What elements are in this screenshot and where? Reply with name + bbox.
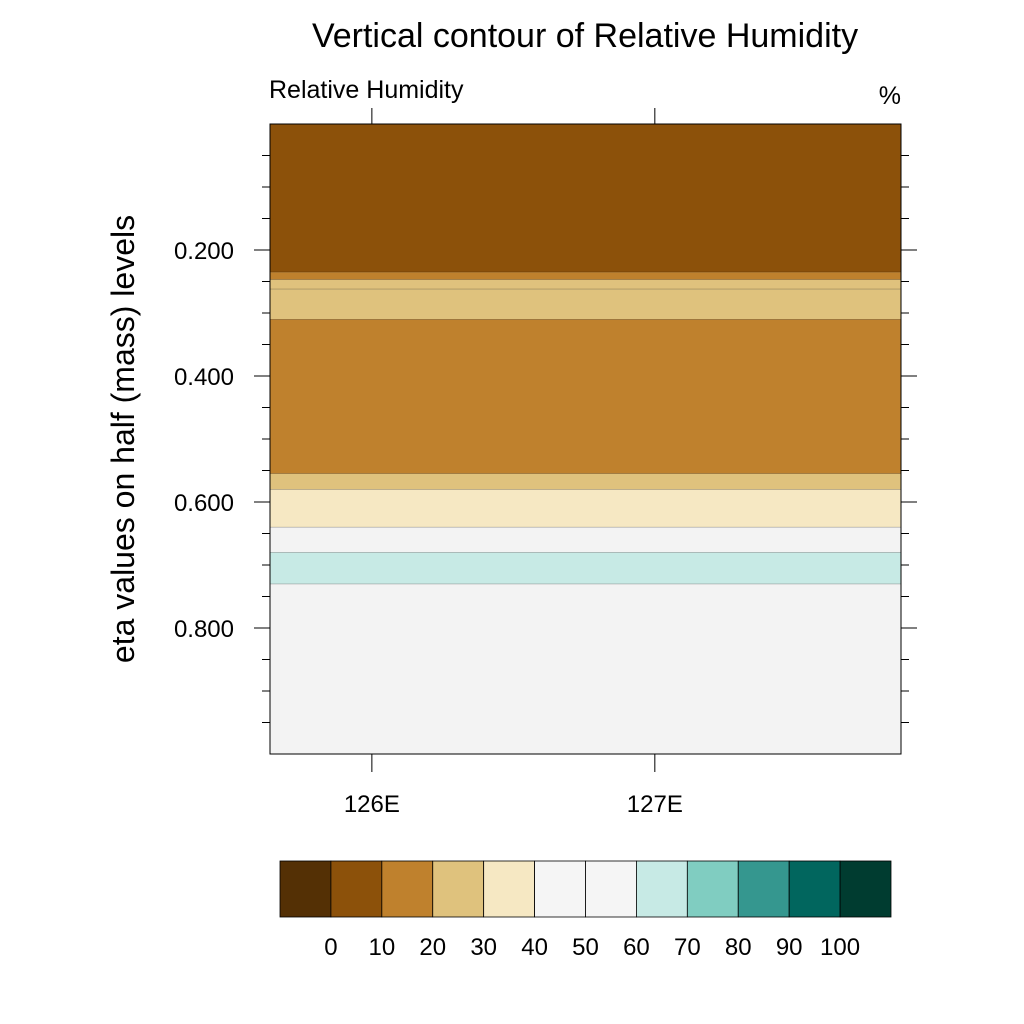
contour-band: [270, 319, 901, 474]
colorbar-box: [534, 860, 586, 918]
y-axis-label: eta values on half (mass) levels: [105, 215, 141, 663]
axis-tick-labels: 0.200 0.400 0.600 0.800 126E 127E: [174, 238, 683, 818]
contour-band: [270, 583, 901, 754]
y-tick-label: 0.600: [174, 490, 234, 517]
colorbar-box: [636, 860, 688, 918]
contour-band: [270, 289, 901, 320]
colorbar-label: 10: [368, 934, 395, 961]
colorbar-label: 20: [419, 934, 446, 961]
contour-band: [270, 124, 901, 273]
axis-ticks: [254, 108, 917, 772]
left-string-label: Relative Humidity: [269, 76, 464, 104]
colorbar-label: 80: [725, 934, 752, 961]
colorbar-box: [279, 860, 332, 918]
contour-band: [270, 473, 901, 490]
y-tick-label: 0.200: [174, 238, 234, 265]
contour-band: [270, 552, 901, 584]
contour-band: [270, 279, 901, 290]
contour-band: [270, 527, 901, 553]
colorbar-label: 70: [674, 934, 701, 961]
colorbar-box: [585, 860, 637, 918]
colorbar-box: [432, 860, 485, 918]
plot-frame: [269, 123, 902, 755]
colorbar-label: 60: [623, 934, 650, 961]
colorbar-label: 40: [521, 934, 548, 961]
colorbar-box: [839, 860, 892, 918]
colorbar: [279, 860, 892, 918]
colorbar-box: [330, 860, 383, 918]
y-tick-label: 0.800: [174, 616, 234, 643]
colorbar-label: 100: [820, 934, 860, 961]
colorbar-label: 50: [572, 934, 599, 961]
colorbar-box: [483, 860, 535, 918]
units-label: %: [879, 82, 901, 110]
contour-band: [270, 489, 901, 528]
colorbar-labels: 0 10 20 30 40 50 60 70 80 90 100: [324, 934, 860, 961]
colorbar-box: [381, 860, 434, 918]
colorbar-box: [788, 860, 841, 918]
y-tick-label: 0.400: [174, 364, 234, 391]
colorbar-label: 0: [324, 934, 337, 961]
colorbar-box: [737, 860, 790, 918]
x-tick-label: 127E: [627, 791, 683, 818]
colorbar-box: [686, 860, 739, 918]
chart-title: Vertical contour of Relative Humidity: [312, 17, 858, 55]
contour-band: [270, 272, 901, 280]
colorbar-label: 90: [776, 934, 803, 961]
colorbar-label: 30: [470, 934, 497, 961]
contour-bands: [270, 124, 901, 754]
x-tick-label: 126E: [344, 791, 400, 818]
